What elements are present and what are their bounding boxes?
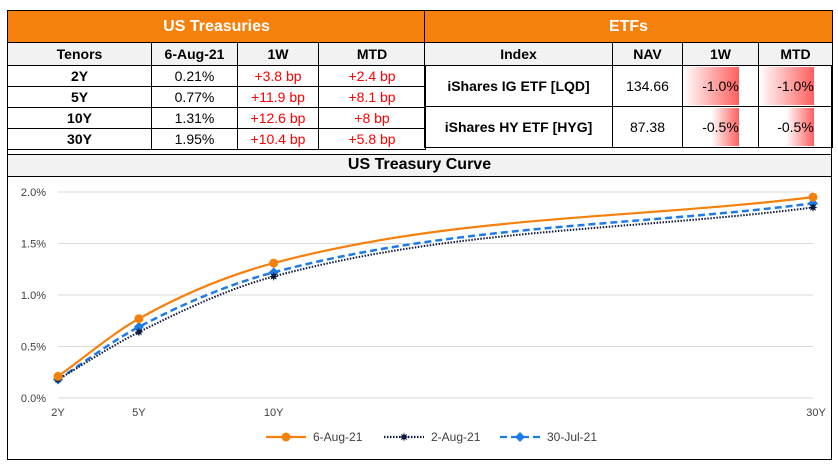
change-mtd-cell: +8 bp bbox=[317, 107, 427, 129]
series-line bbox=[57, 196, 814, 378]
data-point bbox=[269, 271, 279, 281]
series-30-Jul-21 bbox=[53, 198, 818, 385]
chart-title: US Treasury Curve bbox=[7, 154, 832, 177]
y-tick-label: 1.0% bbox=[21, 290, 46, 302]
yield-cell: 0.21% bbox=[151, 65, 238, 87]
data-point bbox=[134, 327, 144, 337]
etf-mtd-cell: -0.5% bbox=[758, 106, 833, 148]
etf-index-cell: iShares IG ETF [LQD] bbox=[424, 65, 613, 107]
legend-marker bbox=[399, 432, 409, 442]
legend-marker bbox=[281, 432, 291, 442]
table-row: 30Y 1.95% +10.4 bp +5.8 bp bbox=[7, 128, 427, 150]
databar bbox=[759, 67, 814, 105]
x-tick-label: 5Y bbox=[132, 407, 146, 419]
x-tick-label: 2Y bbox=[51, 407, 65, 419]
etf-1w-value: -1.0% bbox=[702, 78, 739, 94]
tenor-cell: 2Y bbox=[7, 65, 152, 87]
change-1w-cell: +11.9 bp bbox=[237, 86, 319, 108]
databar bbox=[683, 67, 740, 105]
table-row: 2Y 0.21% +3.8 bp +2.4 bp bbox=[7, 65, 427, 87]
legend-item: 2-Aug-21 bbox=[384, 430, 481, 444]
us-treasuries-table: US Treasuries Tenors 6-Aug-21 1W MTD 2Y … bbox=[6, 10, 427, 150]
col-header-mtd: MTD bbox=[758, 42, 833, 66]
legend-marker bbox=[515, 432, 525, 442]
change-1w-cell: +12.6 bp bbox=[237, 107, 319, 129]
col-header-mtd: MTD bbox=[317, 42, 427, 66]
col-header-index: Index bbox=[424, 42, 613, 66]
x-tick-label: 10Y bbox=[264, 407, 284, 419]
y-tick-label: 2.0% bbox=[21, 187, 46, 199]
legend-item: 6-Aug-21 bbox=[266, 430, 363, 444]
col-header-1w: 1W bbox=[237, 42, 319, 66]
etf-1w-value: -0.5% bbox=[702, 119, 739, 135]
data-point bbox=[808, 202, 818, 212]
y-tick-label: 0.5% bbox=[21, 342, 46, 354]
etf-nav-cell: 134.66 bbox=[612, 65, 683, 107]
etf-1w-cell: -0.5% bbox=[682, 106, 759, 148]
table-row: iShares HY ETF [HYG] 87.38 -0.5% -0.5% bbox=[424, 106, 833, 148]
table-row: iShares IG ETF [LQD] 134.66 -1.0% -1.0% bbox=[424, 65, 833, 107]
col-header-nav: NAV bbox=[612, 42, 683, 66]
change-1w-cell: +3.8 bp bbox=[237, 65, 319, 87]
change-mtd-cell: +5.8 bp bbox=[317, 128, 427, 150]
etf-mtd-cell: -1.0% bbox=[758, 65, 833, 107]
legend-label: 6-Aug-21 bbox=[313, 430, 363, 444]
databar bbox=[786, 108, 814, 146]
series-line bbox=[57, 206, 814, 381]
etf-mtd-value: -1.0% bbox=[777, 78, 814, 94]
etfs-table: ETFs Index NAV 1W MTD iShares IG ETF [LQ… bbox=[424, 10, 833, 148]
legend-label: 30-Jul-21 bbox=[547, 430, 597, 444]
series-6-Aug-21 bbox=[53, 192, 818, 381]
data-point bbox=[53, 371, 63, 381]
change-mtd-cell: +2.4 bp bbox=[317, 65, 427, 87]
change-1w-cell: +10.4 bp bbox=[237, 128, 319, 150]
legend-label: 2-Aug-21 bbox=[431, 430, 481, 444]
x-tick-label: 30Y bbox=[806, 407, 826, 419]
tenor-cell: 30Y bbox=[7, 128, 152, 150]
series-line bbox=[57, 202, 814, 381]
databar bbox=[711, 108, 740, 146]
col-header-date: 6-Aug-21 bbox=[151, 42, 238, 66]
data-point bbox=[134, 314, 144, 324]
data-point bbox=[808, 192, 818, 202]
legend-item: 30-Jul-21 bbox=[500, 430, 597, 444]
etf-index-cell: iShares HY ETF [HYG] bbox=[424, 106, 613, 148]
y-tick-label: 0.0% bbox=[21, 393, 46, 405]
y-tick-label: 1.5% bbox=[21, 239, 46, 251]
etf-nav-cell: 87.38 bbox=[612, 106, 683, 148]
etf-mtd-value: -0.5% bbox=[777, 119, 814, 135]
table-row: 10Y 1.31% +12.6 bp +8 bp bbox=[7, 107, 427, 129]
etf-1w-cell: -1.0% bbox=[682, 65, 759, 107]
series-2-Aug-21 bbox=[53, 202, 818, 384]
yield-cell: 1.95% bbox=[151, 128, 238, 150]
data-point bbox=[269, 258, 279, 268]
